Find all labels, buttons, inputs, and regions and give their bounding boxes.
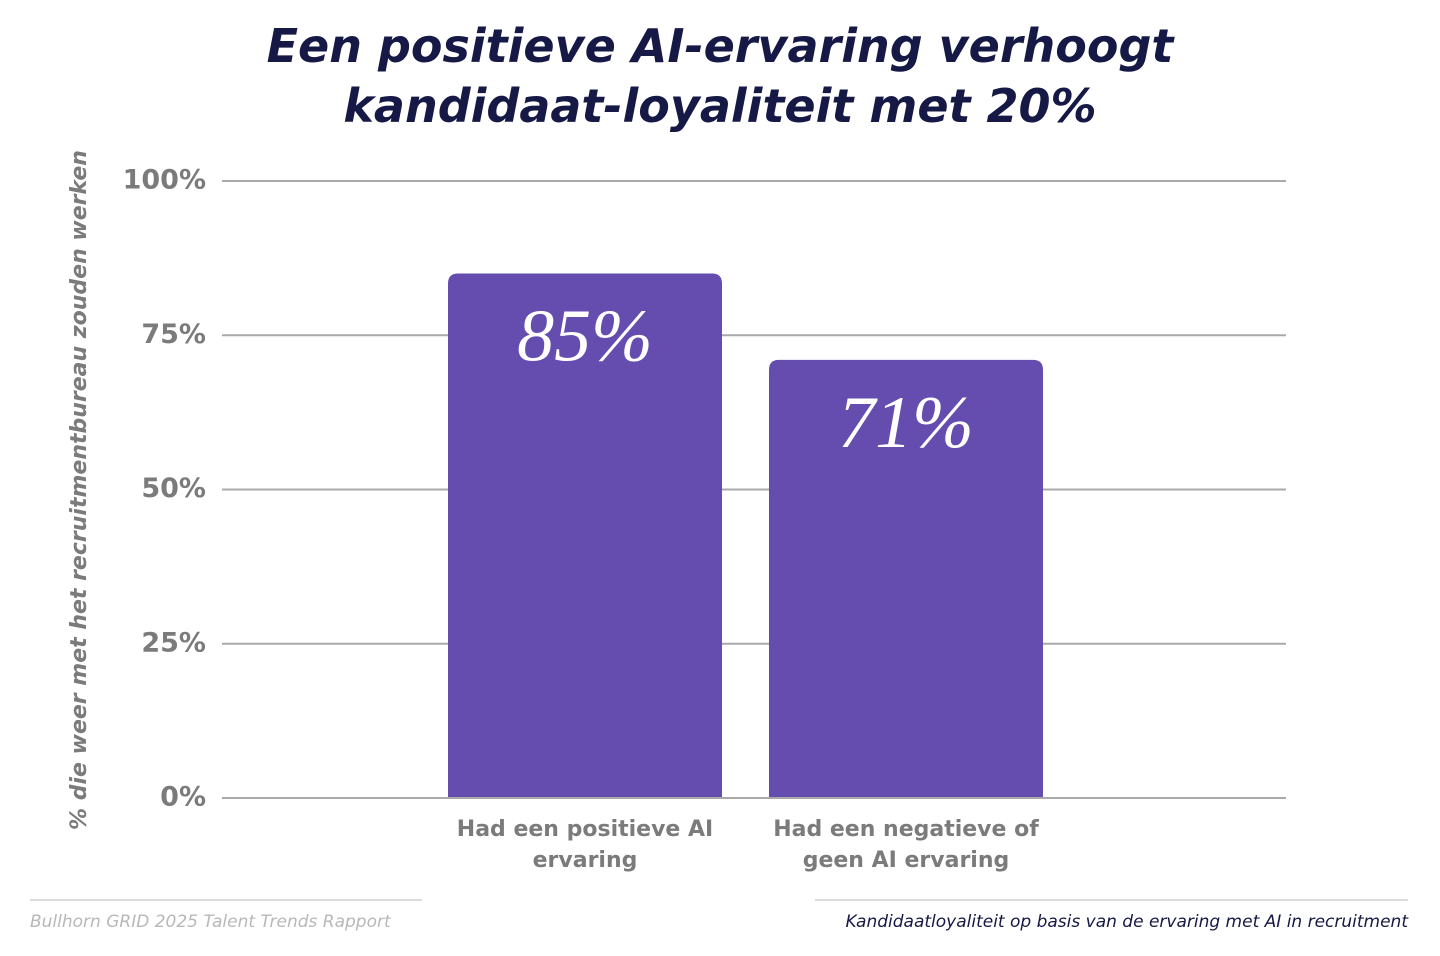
y-axis-label: % die weer met het recruitmentbureau zou… <box>67 150 92 830</box>
value-label: 71% <box>838 382 974 464</box>
bar <box>769 359 1043 798</box>
x-tick-label: Had een negatieve of geen AI ervaring <box>773 817 1039 873</box>
y-tick-label: 50% <box>141 473 206 504</box>
y-tick-label: 25% <box>141 627 206 658</box>
x-tick-label: Had een positieve AI ervaring <box>456 817 714 873</box>
caption: Kandidaatloyaliteit op basis van de erva… <box>845 912 1409 932</box>
bar <box>448 273 722 798</box>
value-label: 85% <box>517 296 653 378</box>
chart-title: Een positieve AI-ervaring verhoogt kandi… <box>266 19 1174 133</box>
y-tick-label: 0% <box>160 782 206 813</box>
y-tick-label: 75% <box>141 319 206 350</box>
y-tick-label: 100% <box>123 165 206 196</box>
source: Bullhorn GRID 2025 Talent Trends Rapport <box>30 912 392 932</box>
